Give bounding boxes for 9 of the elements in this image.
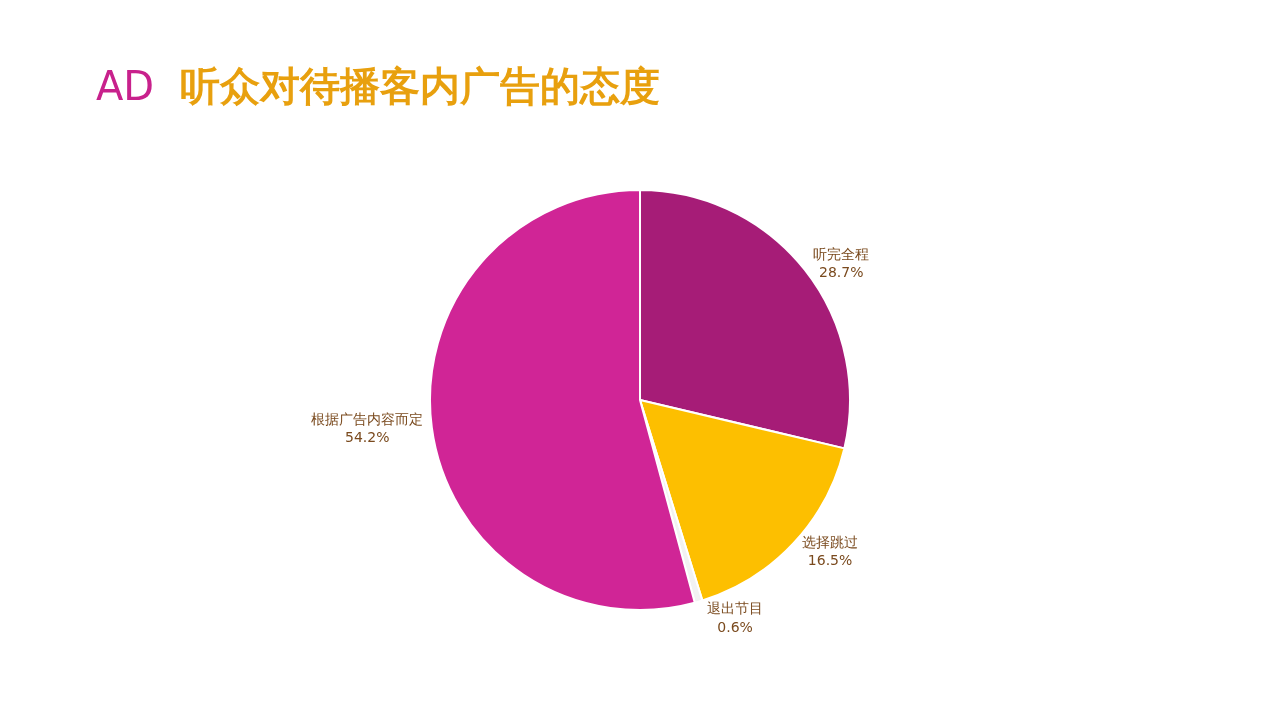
slice-label: 听完全程 (813, 246, 870, 263)
data-label: 16.5% (807, 552, 853, 569)
slice-label: 选择跳过 (802, 534, 859, 551)
chart-title: AD 听众对待播客内广告的态度 (96, 63, 660, 109)
data-label: 0.6% (717, 618, 753, 635)
data-label: 28.7% (819, 264, 864, 281)
slice-label: 根据广告内容而定 (311, 410, 424, 427)
data-label: 54.2% (345, 429, 390, 446)
slice-label: 退出节目 (707, 600, 764, 617)
